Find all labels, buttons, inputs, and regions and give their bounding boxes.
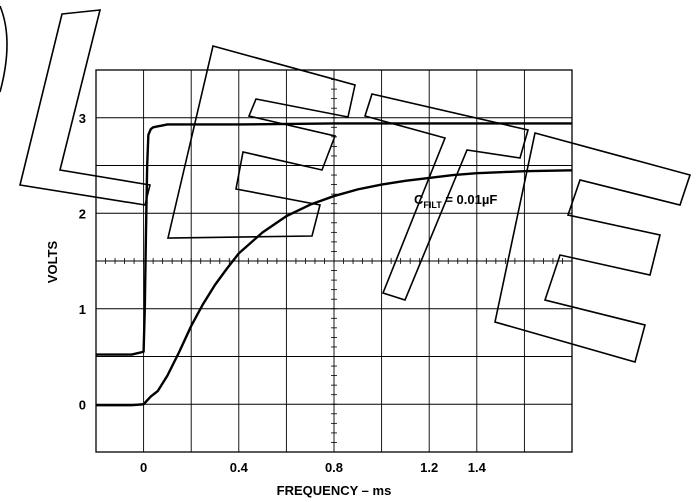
y-axis-title: VOLTS xyxy=(45,240,60,283)
series-line-1 xyxy=(96,122,572,356)
y-tick-label: 2 xyxy=(79,206,86,221)
x-tick-label: 1.2 xyxy=(420,460,438,475)
center-axis-ticks xyxy=(105,79,563,443)
series-line-2 xyxy=(96,169,573,407)
x-tick-label: 0.8 xyxy=(325,460,343,475)
y-tick-label: 3 xyxy=(79,111,86,126)
x-tick-label: 1.4 xyxy=(468,460,487,475)
watermark-letter-o-fragment xyxy=(0,5,8,93)
series-layer xyxy=(96,122,573,407)
x-tick-label: 0 xyxy=(140,460,147,475)
x-axis-title: FREQUENCY – ms xyxy=(277,483,392,498)
watermark-letter-e1 xyxy=(166,45,356,239)
y-tick-labels: 0 1 2 3 xyxy=(79,111,86,413)
x-tick-labels: 0 0.4 0.8 1.2 1.4 xyxy=(140,460,487,475)
x-tick-label: 0.4 xyxy=(230,460,249,475)
cfilt-annotation: CFILT = 0.01µF xyxy=(414,192,497,210)
watermark-letter-l xyxy=(19,9,151,206)
annotation-main: C xyxy=(414,192,424,207)
watermark-letter-e2 xyxy=(494,132,692,363)
y-tick-label: 1 xyxy=(79,302,86,317)
annotation-suffix: = 0.01µF xyxy=(442,192,498,207)
annotation-subscript: FILT xyxy=(423,200,442,210)
y-tick-label: 0 xyxy=(79,397,86,412)
